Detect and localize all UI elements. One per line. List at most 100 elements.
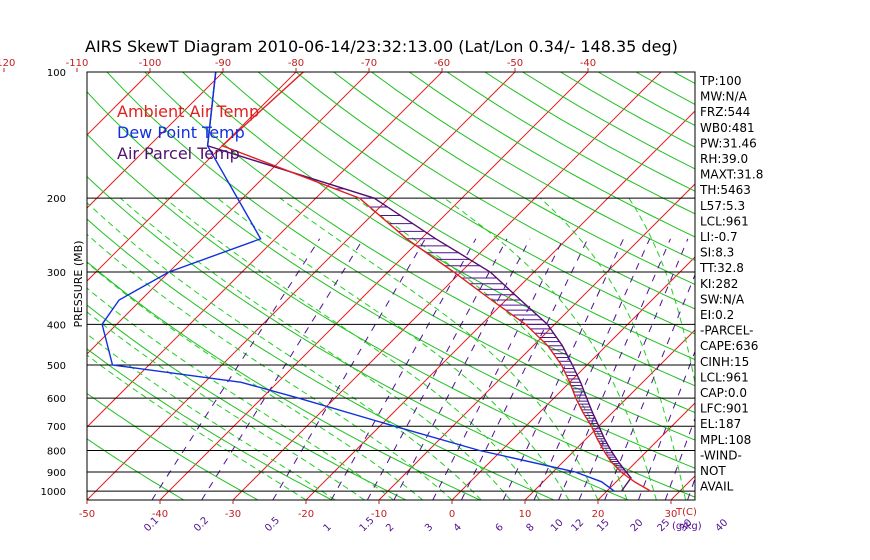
moist-adiabat-line [540,197,687,500]
bottom-tick-label: 20 [592,509,605,520]
top-tick-label: -80 [288,58,304,69]
mixing-ratio-line [432,238,564,500]
isotherm-line [451,256,695,500]
pressure-label: 300 [47,268,66,279]
mixing-ratio-line [558,238,671,500]
chart-title: AIRS SkewT Diagram 2010-06-14/23:32:13.0… [85,37,678,56]
dry-adiabat-line [182,72,695,387]
index-item: KI:282 [700,277,738,291]
background-grid [87,72,870,500]
index-item: EI:0.2 [700,308,734,322]
top-tick-label: -70 [361,58,377,69]
index-item: TT:32.8 [699,261,744,275]
moist-adiabat-line [87,354,307,500]
top-tick-label: -110 [66,58,89,69]
index-item: TH:5463 [699,183,751,197]
mixing-ratio-label: 12 [569,517,586,534]
index-item: LCL:961 [700,370,749,384]
dry-adiabat-line [106,72,695,441]
dry-adiabat-line [371,72,695,261]
pressure-label: 500 [47,361,66,372]
index-item: AVAIL [700,480,734,494]
mixing-ratio-line [201,238,364,500]
bottom-tick-label: -50 [79,509,95,520]
index-item: TP:100 [699,74,742,88]
dry-adiabat-line [87,175,629,500]
moist-adiabat-line [279,197,599,500]
dry-adiabat-line [87,91,695,469]
top-temperature-ticks: -120 -110 -100 -90 -80 -70 -60 -50 -40 [0,58,596,72]
dry-adiabat-line [446,72,695,215]
index-item: SW:N/A [700,292,745,306]
moist-adiabat-line [355,197,628,500]
pressure-label: 400 [47,320,66,331]
bottom-temperature-ticks: -50 -40 -30 -20 -10 0 10 20 30 [79,500,677,520]
top-tick-label: -90 [215,58,231,69]
moist-adiabat-line [444,197,657,500]
index-item: EL:187 [700,417,741,431]
index-item: LCL:961 [700,214,749,228]
pressure-label: 800 [47,447,66,458]
index-item: CAPE:636 [700,339,758,353]
mixing-ratio-line [533,238,651,500]
mixing-ratio-label: 10 [549,517,566,534]
dry-adiabat-line [87,392,259,500]
isotherm-line [597,402,695,500]
pressure-label: 600 [47,394,66,405]
mixing-ratio-line [637,350,695,500]
mixing-ratio-label: 8 [524,522,536,534]
dry-adiabat-line [522,72,695,170]
dry-adiabat-line [257,72,695,335]
isotherm-line [87,72,224,209]
bottom-tick-label: -40 [152,509,168,520]
top-tick-label: -50 [507,58,523,69]
index-item: CINH:15 [700,355,749,369]
moist-adiabat-lines [87,197,695,500]
profile-dew-point-temp [101,72,615,492]
index-item: MW:N/A [700,90,748,104]
bottom-tick-label: -10 [371,509,387,520]
isotherm-line [87,72,443,428]
dry-adiabat-line [825,72,870,500]
index-item: WB0:481 [700,121,755,135]
moist-adiabat-line [87,287,394,500]
legend-dew-point-temp: Dew Point Temp [117,123,245,142]
mixing-ratio-label: 0.2 [192,515,211,534]
top-tick-label: -100 [139,58,162,69]
isotherm-line [817,72,870,500]
mixing-ratio-line [604,273,695,500]
top-tick-label: -40 [580,58,596,69]
dry-adiabat-line [409,72,695,238]
moist-adiabat-line [87,261,424,500]
bottom-tick-label: -20 [298,509,314,520]
index-item: FRZ:544 [700,105,750,119]
dry-adiabat-line [144,72,695,414]
pressure-label: 700 [47,422,66,433]
pressure-label: 100 [47,68,66,79]
mixing-ratio-label: 0.5 [263,515,282,534]
mixing-ratio-label: 3 [423,522,435,534]
bottom-tick-label: 0 [449,509,455,520]
mixing-ratio-line [664,416,695,500]
dry-adiabat-line [87,133,695,498]
index-item: -PARCEL- [700,324,754,338]
top-tick-label: -60 [434,58,450,69]
dry-adiabat-line [333,72,695,285]
pressure-label: 1000 [41,487,66,498]
index-item: MAXT:31.8 [700,168,763,182]
dry-adiabat-line [484,72,695,192]
index-item: L57:5.3 [700,199,745,213]
isotherm-line [305,110,695,500]
pressure-label: 200 [47,194,66,205]
isotherm-line [232,72,662,500]
dry-adiabat-line [87,218,555,500]
mixing-ratio-line [460,238,589,500]
mixing-ratio-line [151,238,321,500]
pressure-label: 900 [47,468,66,479]
dry-adiabat-line [87,304,407,500]
index-item: CAP:0.0 [700,386,747,400]
moist-adiabat-line [164,197,541,500]
mixing-ratio-label: 2 [384,522,396,534]
